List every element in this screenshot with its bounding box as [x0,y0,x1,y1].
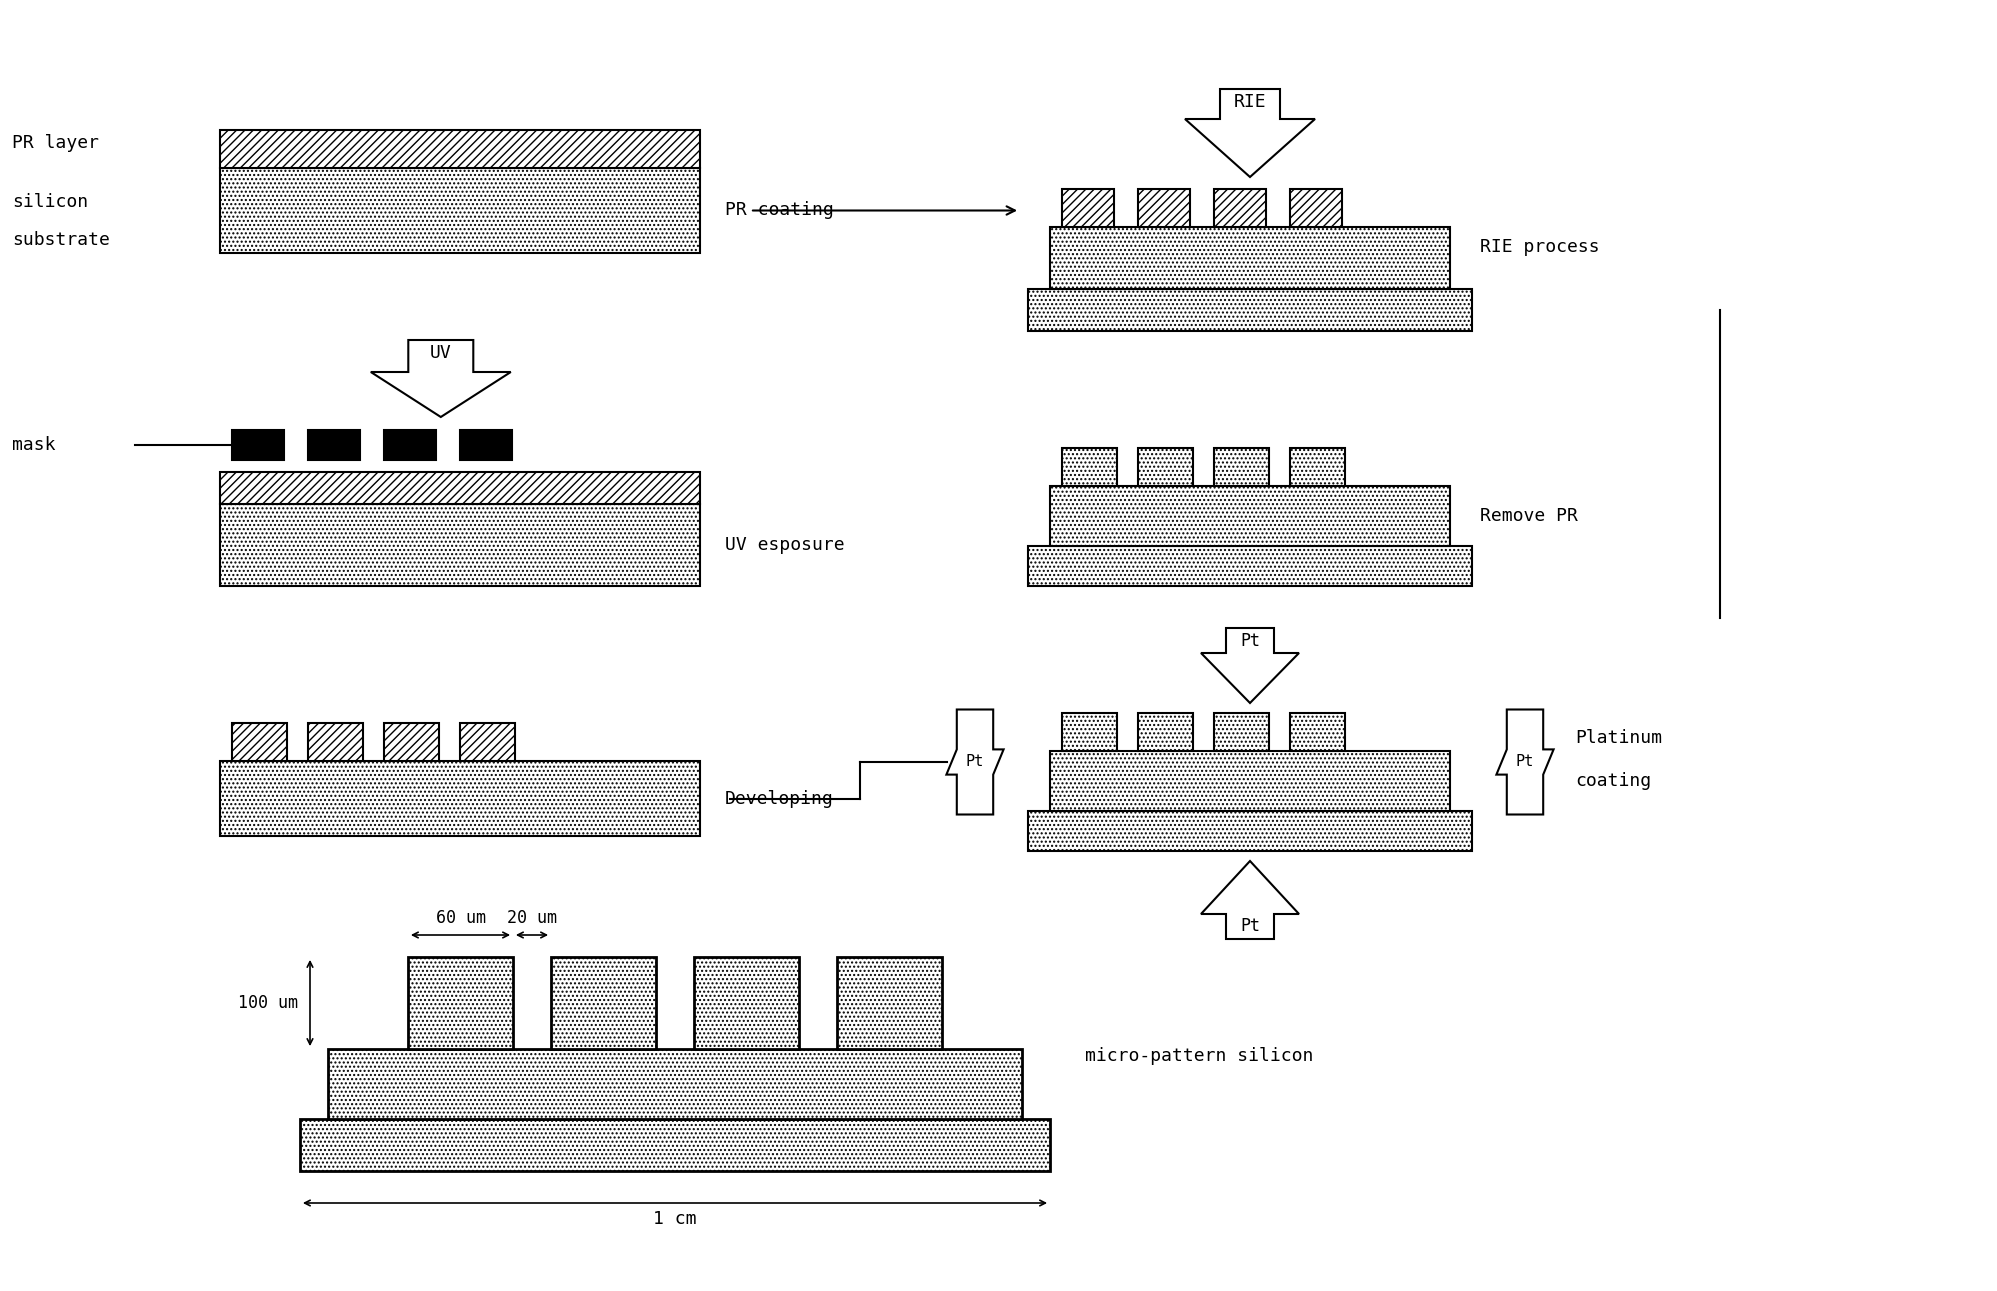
Bar [1028,546,1472,586]
Text: UV esposure: UV esposure [725,536,845,554]
Text: Remove PR: Remove PR [1480,507,1578,525]
Text: Pt: Pt [967,754,985,769]
Bar [383,723,439,760]
Bar [459,430,511,460]
Text: micro-pattern silicon: micro-pattern silicon [1084,1047,1314,1065]
Bar [1028,811,1472,851]
Bar [308,723,363,760]
Bar [1138,188,1190,227]
Bar [220,503,701,586]
Text: Developing: Developing [725,790,835,807]
Bar [232,723,288,760]
Bar [1138,448,1192,485]
Bar [220,168,701,253]
Bar [220,130,701,168]
Bar [383,430,435,460]
Bar [1062,188,1114,227]
Polygon shape [947,710,1004,815]
Bar [695,957,799,1050]
Bar [1050,751,1450,811]
Text: Pt: Pt [1516,754,1534,769]
Bar [308,430,359,460]
Text: Platinum: Platinum [1576,729,1662,747]
Text: substrate: substrate [12,231,110,249]
Bar [300,1119,1050,1171]
Bar [551,957,655,1050]
Text: PR layer: PR layer [12,134,100,152]
Text: mask: mask [12,436,56,454]
Text: PR coating: PR coating [725,201,835,219]
Bar [407,957,513,1050]
Text: Pt: Pt [1240,917,1260,935]
Bar [1050,227,1450,289]
Bar [459,723,515,760]
Bar [1290,713,1346,751]
Bar [220,473,701,503]
Polygon shape [1496,710,1554,815]
Bar [1214,448,1268,485]
Bar [1138,713,1192,751]
Text: 100 um: 100 um [238,994,298,1012]
Bar [1028,289,1472,330]
Bar [1290,188,1342,227]
Bar [1290,448,1346,485]
Polygon shape [1200,627,1298,704]
Text: Pt: Pt [1240,633,1260,649]
Text: 1 cm: 1 cm [653,1210,697,1228]
Bar [1214,188,1266,227]
Bar [1050,485,1450,546]
Bar [1062,448,1116,485]
Text: 20 um: 20 um [507,909,557,927]
Polygon shape [1184,89,1314,177]
Bar [232,430,284,460]
Text: RIE process: RIE process [1480,238,1600,256]
Bar [328,1050,1022,1119]
Text: coating: coating [1576,772,1652,790]
Bar [1214,713,1268,751]
Bar [1062,713,1116,751]
Text: 60 um: 60 um [435,909,485,927]
Text: RIE: RIE [1234,93,1266,111]
Text: UV: UV [429,343,451,361]
Polygon shape [1200,861,1298,939]
Bar [220,760,701,837]
Polygon shape [371,340,511,417]
Bar [837,957,943,1050]
Text: silicon: silicon [12,192,88,210]
